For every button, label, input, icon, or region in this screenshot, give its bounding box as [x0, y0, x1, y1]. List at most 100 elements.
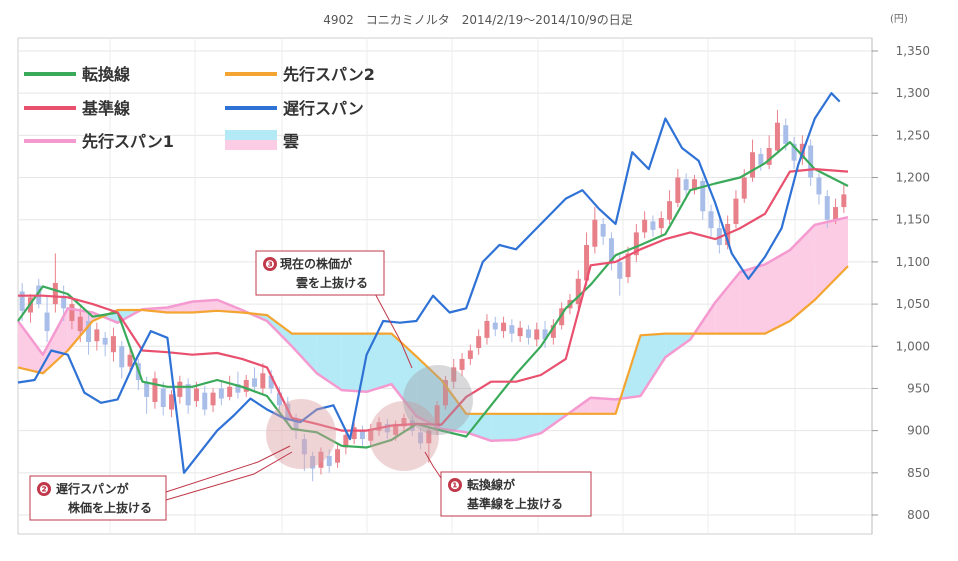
- kumo-segment: [789, 224, 815, 321]
- kumo-segment: [192, 299, 218, 313]
- kumo-segment: [491, 413, 516, 441]
- kumo-segment: [715, 272, 741, 334]
- candle-body: [542, 329, 548, 340]
- candle-body: [675, 177, 681, 203]
- callout-2-pointer-a: [165, 445, 291, 493]
- candle-body: [227, 386, 233, 397]
- candle-body: [61, 295, 67, 309]
- kumo-segment: [814, 217, 848, 300]
- kumo-segment: [291, 333, 317, 374]
- candle-body: [260, 373, 266, 389]
- candle-body: [700, 180, 706, 212]
- candle-body: [667, 201, 673, 220]
- candle-body: [766, 148, 772, 165]
- candle-body: [808, 145, 814, 178]
- candle-body: [650, 221, 656, 230]
- candle-body: [94, 329, 100, 342]
- legend-label-senkou2: 先行スパン2: [283, 65, 375, 84]
- kumo-segment: [516, 413, 541, 440]
- candle-body: [359, 430, 365, 440]
- candle-body: [351, 427, 357, 440]
- candle-body: [625, 253, 631, 278]
- candle-body: [525, 329, 531, 338]
- candle-body: [774, 122, 780, 151]
- candle-body: [235, 384, 241, 393]
- candle-body: [384, 423, 390, 433]
- candle-body: [343, 434, 349, 448]
- legend-label-kumo: 雲: [283, 132, 299, 151]
- candle-body: [393, 423, 399, 435]
- candle-body: [169, 394, 175, 410]
- callout-2-line-2: 株価を上抜ける: [68, 500, 152, 515]
- callout-1-box: [440, 471, 592, 517]
- candle-body: [783, 125, 789, 144]
- series-line-senkou2: [17, 265, 849, 415]
- candle-body: [733, 198, 739, 224]
- candle-body: [368, 428, 374, 441]
- candle-body: [77, 316, 83, 332]
- candle-body: [633, 232, 639, 256]
- candle-body: [418, 432, 424, 444]
- legend-label-kijun: 基準線: [81, 99, 130, 118]
- candle-body: [550, 325, 556, 338]
- callout-1-line-2: 基準線を上抜ける: [466, 496, 563, 511]
- y-tick-label: 1,300: [896, 86, 930, 100]
- candle-body: [218, 388, 224, 399]
- y-tick-label: 1,250: [896, 128, 930, 142]
- y-axis-unit: (円): [890, 14, 908, 25]
- callout-1-number: ❶: [450, 479, 459, 492]
- kumo-segment: [341, 333, 367, 392]
- candle-body: [44, 312, 50, 332]
- candle-body: [69, 304, 75, 321]
- indicator-lines: [16, 92, 849, 474]
- y-tick-label: 1,200: [896, 171, 930, 185]
- highlight-circle-3: [403, 365, 473, 435]
- candle-body: [52, 283, 58, 305]
- candle-body: [301, 439, 307, 455]
- candle-body: [293, 417, 299, 431]
- candle-body: [326, 455, 332, 467]
- callout-2: ❷ 遅行スパンが 株価を上抜ける: [29, 445, 293, 521]
- candle-body: [210, 392, 216, 406]
- candle-body: [459, 358, 465, 370]
- candle-body: [144, 381, 150, 397]
- candle-body: [401, 417, 407, 427]
- highlight-circle-2: [266, 399, 336, 469]
- kumo-segment: [366, 333, 392, 392]
- callout-2-line-1: 遅行スパンが: [56, 481, 129, 496]
- kumo-segment: [765, 250, 790, 334]
- kumo-segment: [640, 333, 666, 397]
- callout-3-number: ❸: [265, 258, 274, 271]
- candle-body: [617, 261, 623, 279]
- callout-3-pointer: [371, 287, 413, 369]
- candle-body: [160, 388, 166, 408]
- kumo-segment: [590, 397, 616, 414]
- candle-body: [824, 196, 830, 220]
- candle-body: [584, 245, 590, 281]
- candle-body: [683, 179, 689, 191]
- kumo-segment: [18, 320, 43, 374]
- candle-body: [691, 179, 697, 191]
- candle-body: [252, 378, 258, 387]
- y-tick-label: 800: [907, 508, 930, 522]
- legend-swatch-kumo-bull: [225, 130, 277, 140]
- series-line-kijun: [18, 168, 849, 432]
- series-line-chikou: [17, 92, 841, 474]
- candle-body: [86, 320, 92, 343]
- callout-3-badge: [263, 257, 277, 271]
- legend-label-senkou1: 先行スパン1: [82, 132, 174, 151]
- candle-body: [501, 322, 507, 332]
- kumo-segment: [391, 333, 417, 417]
- candle-body: [127, 354, 133, 367]
- candle-body: [243, 380, 249, 392]
- candle-body: [335, 449, 341, 463]
- candle-body: [193, 388, 199, 402]
- callout-3-line-2: 雲を上抜ける: [296, 275, 368, 290]
- callout-3-line-1: 現在の株価が: [280, 256, 352, 271]
- candle-body: [833, 207, 839, 220]
- candle-body: [119, 346, 125, 368]
- callout-3: ❸ 現在の株価が 雲を上抜ける: [255, 250, 413, 369]
- candle-body: [110, 336, 116, 353]
- y-tick-label: 900: [907, 424, 930, 438]
- chart-title: 4902 コニカミノルタ 2014/2/19〜2014/10/9の日足: [323, 13, 633, 27]
